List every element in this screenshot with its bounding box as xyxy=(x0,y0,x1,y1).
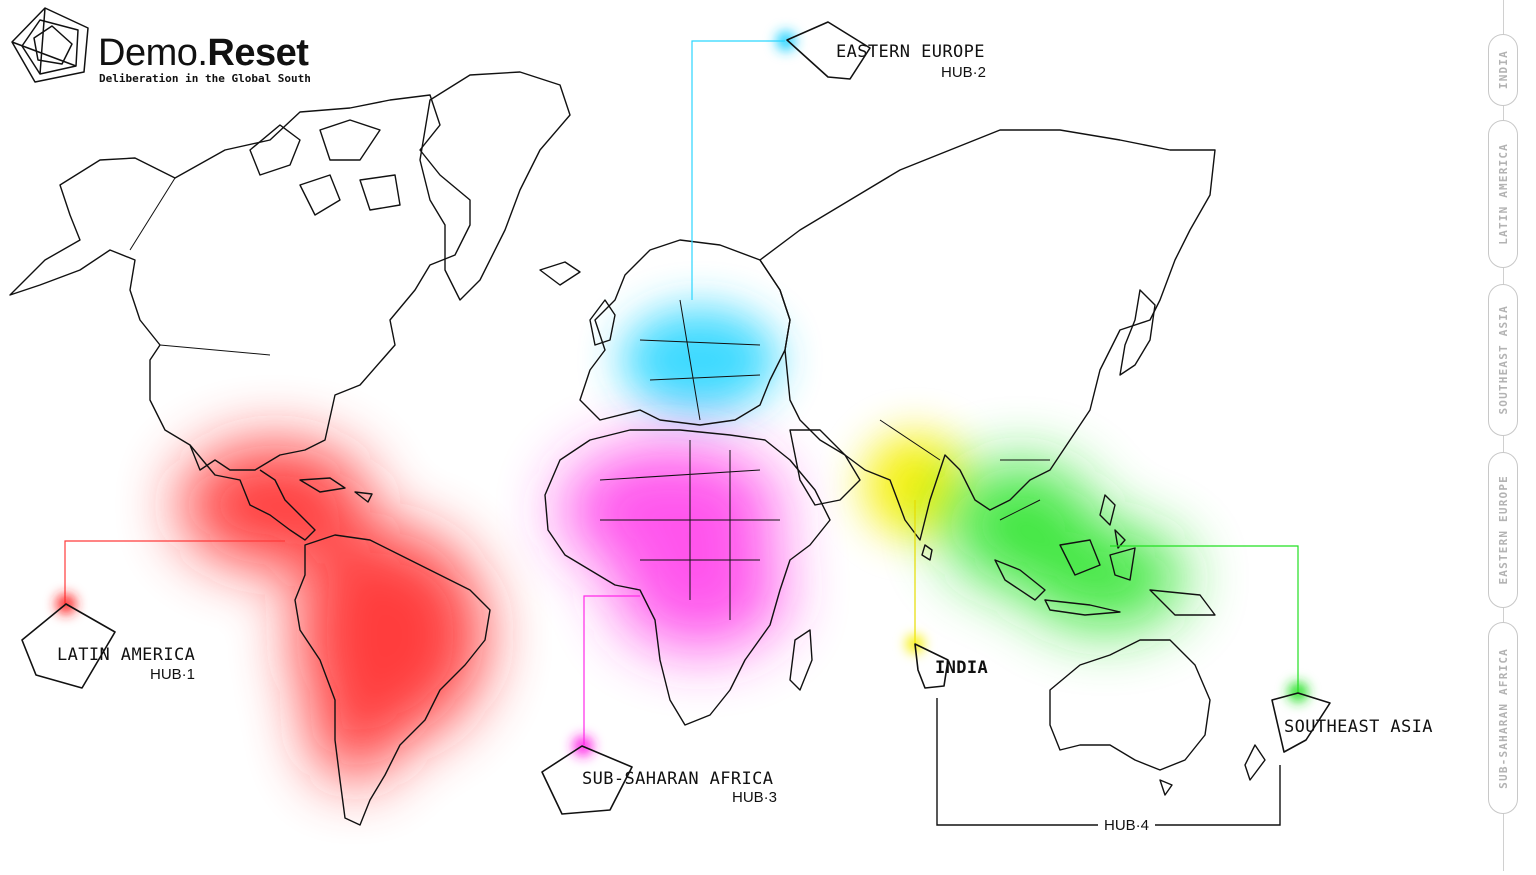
arabia-outline xyxy=(789,429,861,506)
country-borders xyxy=(129,177,1050,620)
caribbean-outline xyxy=(299,477,373,503)
side-tab-southeast-asia[interactable]: SOUTHEAST ASIA xyxy=(1488,284,1518,436)
brand-name: Demo.Reset xyxy=(98,32,309,74)
greenland-outline xyxy=(419,71,571,301)
india-glow xyxy=(863,433,967,537)
britain-outline xyxy=(589,299,616,346)
indonesia-outline xyxy=(994,539,1216,616)
sub-saharan-africa-pentagon[interactable] xyxy=(541,745,633,815)
sub-saharan-africa-leader xyxy=(583,595,640,745)
sub-saharan-africa-hub-number: HUB·3 xyxy=(732,789,778,806)
hub-pentagons xyxy=(21,21,1331,815)
hub4-bracket xyxy=(936,698,1281,826)
side-tab-latin-america[interactable]: LATIN AMERICA xyxy=(1488,120,1518,268)
japan-outline xyxy=(1119,289,1156,376)
side-tab-eastern-europe[interactable]: EASTERN EUROPE xyxy=(1488,452,1518,608)
sri-lanka-outline xyxy=(921,544,933,561)
side-tab-eastern-europe-label: EASTERN EUROPE xyxy=(1496,475,1510,585)
africa-outline xyxy=(544,429,831,726)
southeast-asia-label[interactable]: SOUTHEAST ASIA xyxy=(1284,717,1433,737)
side-tab-india-label: INDIA xyxy=(1496,50,1510,90)
eastern-europe-dot xyxy=(776,31,796,51)
latin-america-leader xyxy=(64,540,285,604)
southeast-asia-dot xyxy=(1288,682,1308,702)
eastern-europe-label[interactable]: EASTERN EUROPE xyxy=(836,42,985,62)
southeast-asia-pentagon[interactable] xyxy=(1271,692,1331,753)
australia-outline xyxy=(1049,639,1211,771)
latin-america-hub-number: HUB·1 xyxy=(150,666,196,683)
new-zealand-outline xyxy=(1159,744,1266,796)
south-america-outline xyxy=(294,534,491,826)
philippines-outline xyxy=(1099,494,1126,549)
continent-outlines xyxy=(9,71,1266,826)
side-tab-india[interactable]: INDIA xyxy=(1488,34,1518,106)
madagascar-outline xyxy=(789,629,813,691)
brand-header[interactable]: Demo.Reset Deliberation in the Global So… xyxy=(10,8,340,88)
side-tab-southeast-asia-label: SOUTHEAST ASIA xyxy=(1496,305,1510,415)
southeast-asia-leader xyxy=(1110,545,1299,692)
asia-outline xyxy=(759,129,1216,541)
side-tab-sub-saharan-africa[interactable]: SUB-SAHARAN AFRICA xyxy=(1488,622,1518,814)
eastern-europe-leader xyxy=(691,40,785,300)
arctic-islands-outline xyxy=(249,119,401,216)
brand-logo-icon xyxy=(11,7,89,83)
latin-america-glow xyxy=(180,443,485,780)
sub-saharan-africa-label[interactable]: SUB-SAHARAN AFRICA xyxy=(582,769,774,789)
brand-tagline: Deliberation in the Global South xyxy=(99,72,311,85)
india-label[interactable]: INDIA xyxy=(935,658,989,678)
leader-lines xyxy=(64,40,1299,826)
side-tab-latin-america-label: LATIN AMERICA xyxy=(1496,143,1510,245)
eastern-europe-pentagon[interactable] xyxy=(786,21,871,80)
hub4-label: HUB·4 xyxy=(1098,818,1156,833)
eastern-europe-hub-number: HUB·2 xyxy=(941,64,987,81)
latin-america-label[interactable]: LATIN AMERICA xyxy=(57,645,196,665)
side-tab-sub-saharan-africa-label: SUB-SAHARAN AFRICA xyxy=(1496,647,1510,789)
iceland-outline xyxy=(539,261,581,286)
latin-america-pentagon[interactable] xyxy=(21,603,116,689)
eastern-europe-glow xyxy=(622,308,778,412)
southeast-asia-glow xyxy=(945,463,1185,628)
india-pentagon[interactable] xyxy=(914,643,949,689)
north-america-outline xyxy=(9,94,471,471)
central-america-outline xyxy=(189,444,316,541)
